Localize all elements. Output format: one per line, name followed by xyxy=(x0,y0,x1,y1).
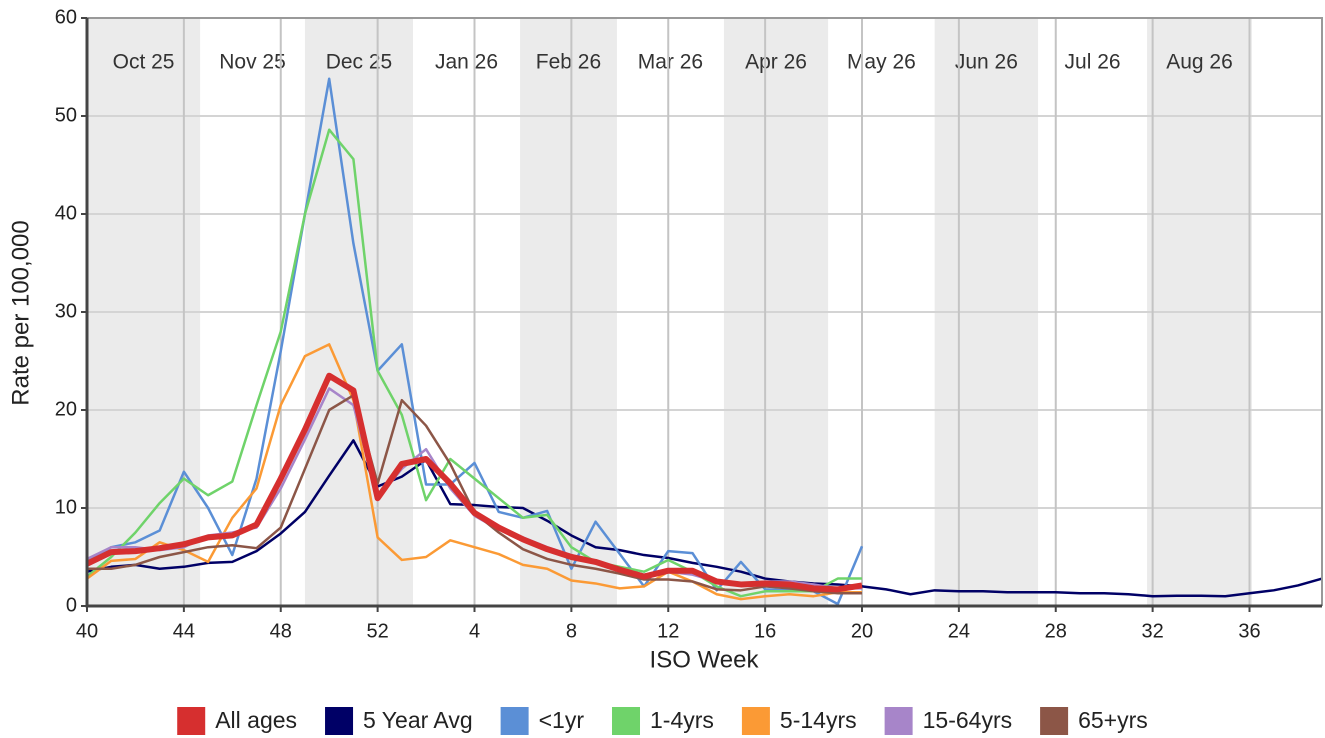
legend-label: 65+yrs xyxy=(1078,707,1148,733)
grid xyxy=(87,17,1322,607)
month-label: Jul 26 xyxy=(1065,51,1121,74)
month-label: Nov 25 xyxy=(219,51,286,74)
y-tick-label: 60 xyxy=(55,6,77,28)
legend-label: 5 Year Avg xyxy=(363,707,473,733)
legend-swatch xyxy=(1040,707,1069,735)
month-label: Feb 26 xyxy=(536,51,601,74)
legend-item: 5 Year Avg xyxy=(325,707,473,735)
x-tick-label: 28 xyxy=(1045,620,1067,642)
legend-item: 15-64yrs xyxy=(884,707,1012,735)
series-line xyxy=(85,372,863,593)
y-axis-title: Rate per 100,000 xyxy=(7,220,34,405)
legend-item: 1-4yrs xyxy=(612,707,714,735)
legend-item: 5-14yrs xyxy=(741,707,857,735)
y-tick-label: 0 xyxy=(66,594,77,616)
legend-label: All ages xyxy=(215,707,297,733)
y-tick-label: 50 xyxy=(55,104,77,126)
x-tick-label: 48 xyxy=(270,620,292,642)
x-tick-label: 44 xyxy=(173,620,195,642)
month-label: Dec 25 xyxy=(326,51,393,74)
x-tick-label: 4 xyxy=(469,620,480,642)
x-tick-label: 8 xyxy=(566,620,577,642)
x-tick-label: 24 xyxy=(948,620,970,642)
legend-swatch xyxy=(884,707,913,735)
month-label: Aug 26 xyxy=(1166,51,1233,74)
y-tick-label: 30 xyxy=(55,300,77,322)
x-tick-label: 20 xyxy=(851,620,873,642)
series-line xyxy=(86,77,864,606)
series-line xyxy=(86,439,1323,598)
y-tick-label: 10 xyxy=(55,496,77,518)
x-tick-label: 40 xyxy=(76,620,98,642)
month-label: Mar 26 xyxy=(638,51,703,74)
legend-label: 1-4yrs xyxy=(650,707,714,733)
y-tick-label: 40 xyxy=(55,202,77,224)
legend-swatch xyxy=(612,707,641,735)
month-label: Apr 26 xyxy=(745,51,807,74)
month-label: Jan 26 xyxy=(435,51,498,74)
x-tick-label: 12 xyxy=(657,620,679,642)
x-axis-title: ISO Week xyxy=(650,646,760,673)
axis-line xyxy=(85,18,1322,608)
lines xyxy=(85,77,1323,606)
x-tick-label: 52 xyxy=(367,620,389,642)
x-tick-label: 16 xyxy=(754,620,776,642)
x-tick-label: 32 xyxy=(1142,620,1164,642)
legend: All ages 5 Year Avg <1yr 1-4yrs 5-14yrs 15-64… xyxy=(177,707,1148,735)
legend-swatch xyxy=(177,707,206,735)
legend-swatch xyxy=(500,707,529,735)
legend-label: 15-64yrs xyxy=(923,707,1012,733)
x-tick-label: 36 xyxy=(1238,620,1260,642)
plot-frame xyxy=(87,17,1323,606)
y-tick-label: 20 xyxy=(55,398,77,420)
legend-label: <1yr xyxy=(539,707,585,733)
legend-swatch xyxy=(741,707,770,735)
month-label: May 26 xyxy=(847,51,916,74)
legend-swatch xyxy=(325,707,354,735)
legend-item: All ages xyxy=(177,707,297,735)
series-line xyxy=(86,128,862,598)
legend-item: <1yr xyxy=(500,707,585,735)
legend-label: 5-14yrs xyxy=(780,707,857,733)
month-label: Jun 26 xyxy=(955,51,1018,74)
month-label: Oct 25 xyxy=(113,51,175,74)
legend-item: 65+yrs xyxy=(1040,707,1148,735)
